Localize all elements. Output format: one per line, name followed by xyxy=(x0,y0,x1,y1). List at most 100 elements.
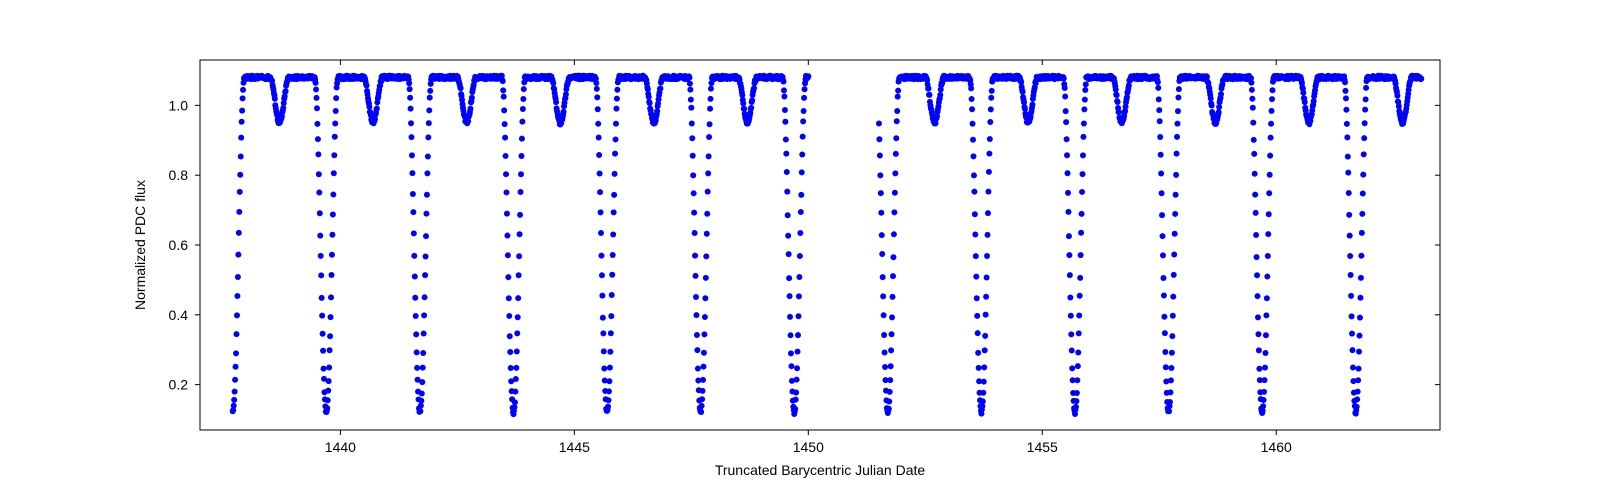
scatter-point xyxy=(314,105,320,111)
scatter-point xyxy=(788,363,794,369)
scatter-point xyxy=(971,189,977,195)
scatter-point xyxy=(324,405,330,411)
scatter-point xyxy=(1074,377,1080,383)
scatter-point xyxy=(326,378,332,384)
scatter-point xyxy=(500,87,506,93)
scatter-point xyxy=(1363,85,1369,91)
scatter-point xyxy=(688,97,694,103)
scatter-point xyxy=(876,121,882,127)
scatter-point xyxy=(1081,120,1087,126)
scatter-point xyxy=(796,293,802,299)
scatter-point xyxy=(409,134,415,140)
scatter-point xyxy=(1172,211,1178,217)
scatter-point xyxy=(1171,251,1177,257)
x-tick-label: 1450 xyxy=(793,439,824,455)
scatter-point xyxy=(704,211,710,217)
scatter-point xyxy=(984,253,990,259)
scatter-point xyxy=(781,94,787,100)
scatter-point xyxy=(886,406,892,412)
scatter-point xyxy=(1081,106,1087,112)
scatter-point xyxy=(690,153,696,159)
scatter-point xyxy=(1359,211,1365,217)
scatter-point xyxy=(1263,332,1269,338)
scatter-point xyxy=(407,95,413,101)
scatter-point xyxy=(1067,272,1073,278)
scatter-point xyxy=(1345,154,1351,160)
scatter-point xyxy=(1066,252,1072,258)
scatter-point xyxy=(517,212,523,218)
scatter-point xyxy=(783,137,789,143)
scatter-point xyxy=(236,209,242,215)
scatter-point xyxy=(231,403,237,409)
scatter-point xyxy=(1156,96,1162,102)
scatter-point xyxy=(409,170,415,176)
scatter-point xyxy=(605,404,611,410)
scatter-point xyxy=(788,332,794,338)
scatter-point xyxy=(787,293,793,299)
scatter-point xyxy=(239,119,245,125)
scatter-point xyxy=(412,295,418,301)
scatter-point xyxy=(972,211,978,217)
scatter-point xyxy=(597,189,603,195)
scatter-point xyxy=(1344,134,1350,140)
scatter-point xyxy=(1167,389,1173,395)
scatter-point xyxy=(317,233,323,239)
scatter-point xyxy=(984,274,990,280)
scatter-point xyxy=(234,293,240,299)
scatter-point xyxy=(801,108,807,114)
scatter-point xyxy=(1360,172,1366,178)
y-tick-label: 0.6 xyxy=(169,237,189,253)
scatter-point xyxy=(695,366,701,372)
scatter-point xyxy=(877,153,883,159)
scatter-point xyxy=(1261,397,1267,403)
scatter-point xyxy=(969,106,975,112)
scatter-point xyxy=(786,275,792,281)
scatter-point xyxy=(1068,331,1074,337)
scatter-point xyxy=(1418,76,1424,82)
scatter-point xyxy=(1350,365,1356,371)
scatter-point xyxy=(1115,99,1121,105)
scatter-point xyxy=(612,171,618,177)
scatter-point xyxy=(1155,85,1161,91)
scatter-point xyxy=(598,253,604,259)
scatter-point xyxy=(239,108,245,114)
scatter-point xyxy=(1020,89,1026,95)
scatter-point xyxy=(521,86,527,92)
scatter-point xyxy=(886,399,892,405)
scatter-point xyxy=(893,151,899,157)
scatter-point xyxy=(784,189,790,195)
scatter-point xyxy=(1174,151,1180,157)
scatter-point xyxy=(316,190,322,196)
scatter-point xyxy=(316,171,322,177)
scatter-point xyxy=(894,118,900,124)
scatter-point xyxy=(501,94,507,100)
scatter-point xyxy=(1363,96,1369,102)
scatter-point xyxy=(232,377,238,383)
scatter-point xyxy=(1251,137,1257,143)
scatter-point xyxy=(1079,211,1085,217)
scatter-point xyxy=(1113,86,1119,92)
scatter-point xyxy=(970,137,976,143)
scatter-point xyxy=(891,231,897,237)
chart-svg: 144014451450145514600.20.40.60.81.0Trunc… xyxy=(0,0,1600,500)
scatter-point xyxy=(1169,333,1175,339)
scatter-point xyxy=(799,151,805,157)
scatter-point xyxy=(240,87,246,93)
y-axis-label: Normalized PDC flux xyxy=(132,180,148,310)
scatter-point xyxy=(427,95,433,101)
scatter-point xyxy=(1173,172,1179,178)
x-tick-label: 1460 xyxy=(1261,439,1292,455)
scatter-point xyxy=(234,312,240,318)
scatter-point xyxy=(502,135,508,141)
scatter-point xyxy=(503,189,509,195)
scatter-point xyxy=(890,254,896,260)
scatter-point xyxy=(1064,152,1070,158)
scatter-point xyxy=(1362,107,1368,113)
scatter-point xyxy=(801,95,807,101)
scatter-point xyxy=(520,106,526,112)
scatter-point xyxy=(315,151,321,157)
scatter-point xyxy=(705,170,711,176)
scatter-point xyxy=(507,349,513,355)
scatter-point xyxy=(1073,404,1079,410)
scatter-point xyxy=(700,364,706,370)
